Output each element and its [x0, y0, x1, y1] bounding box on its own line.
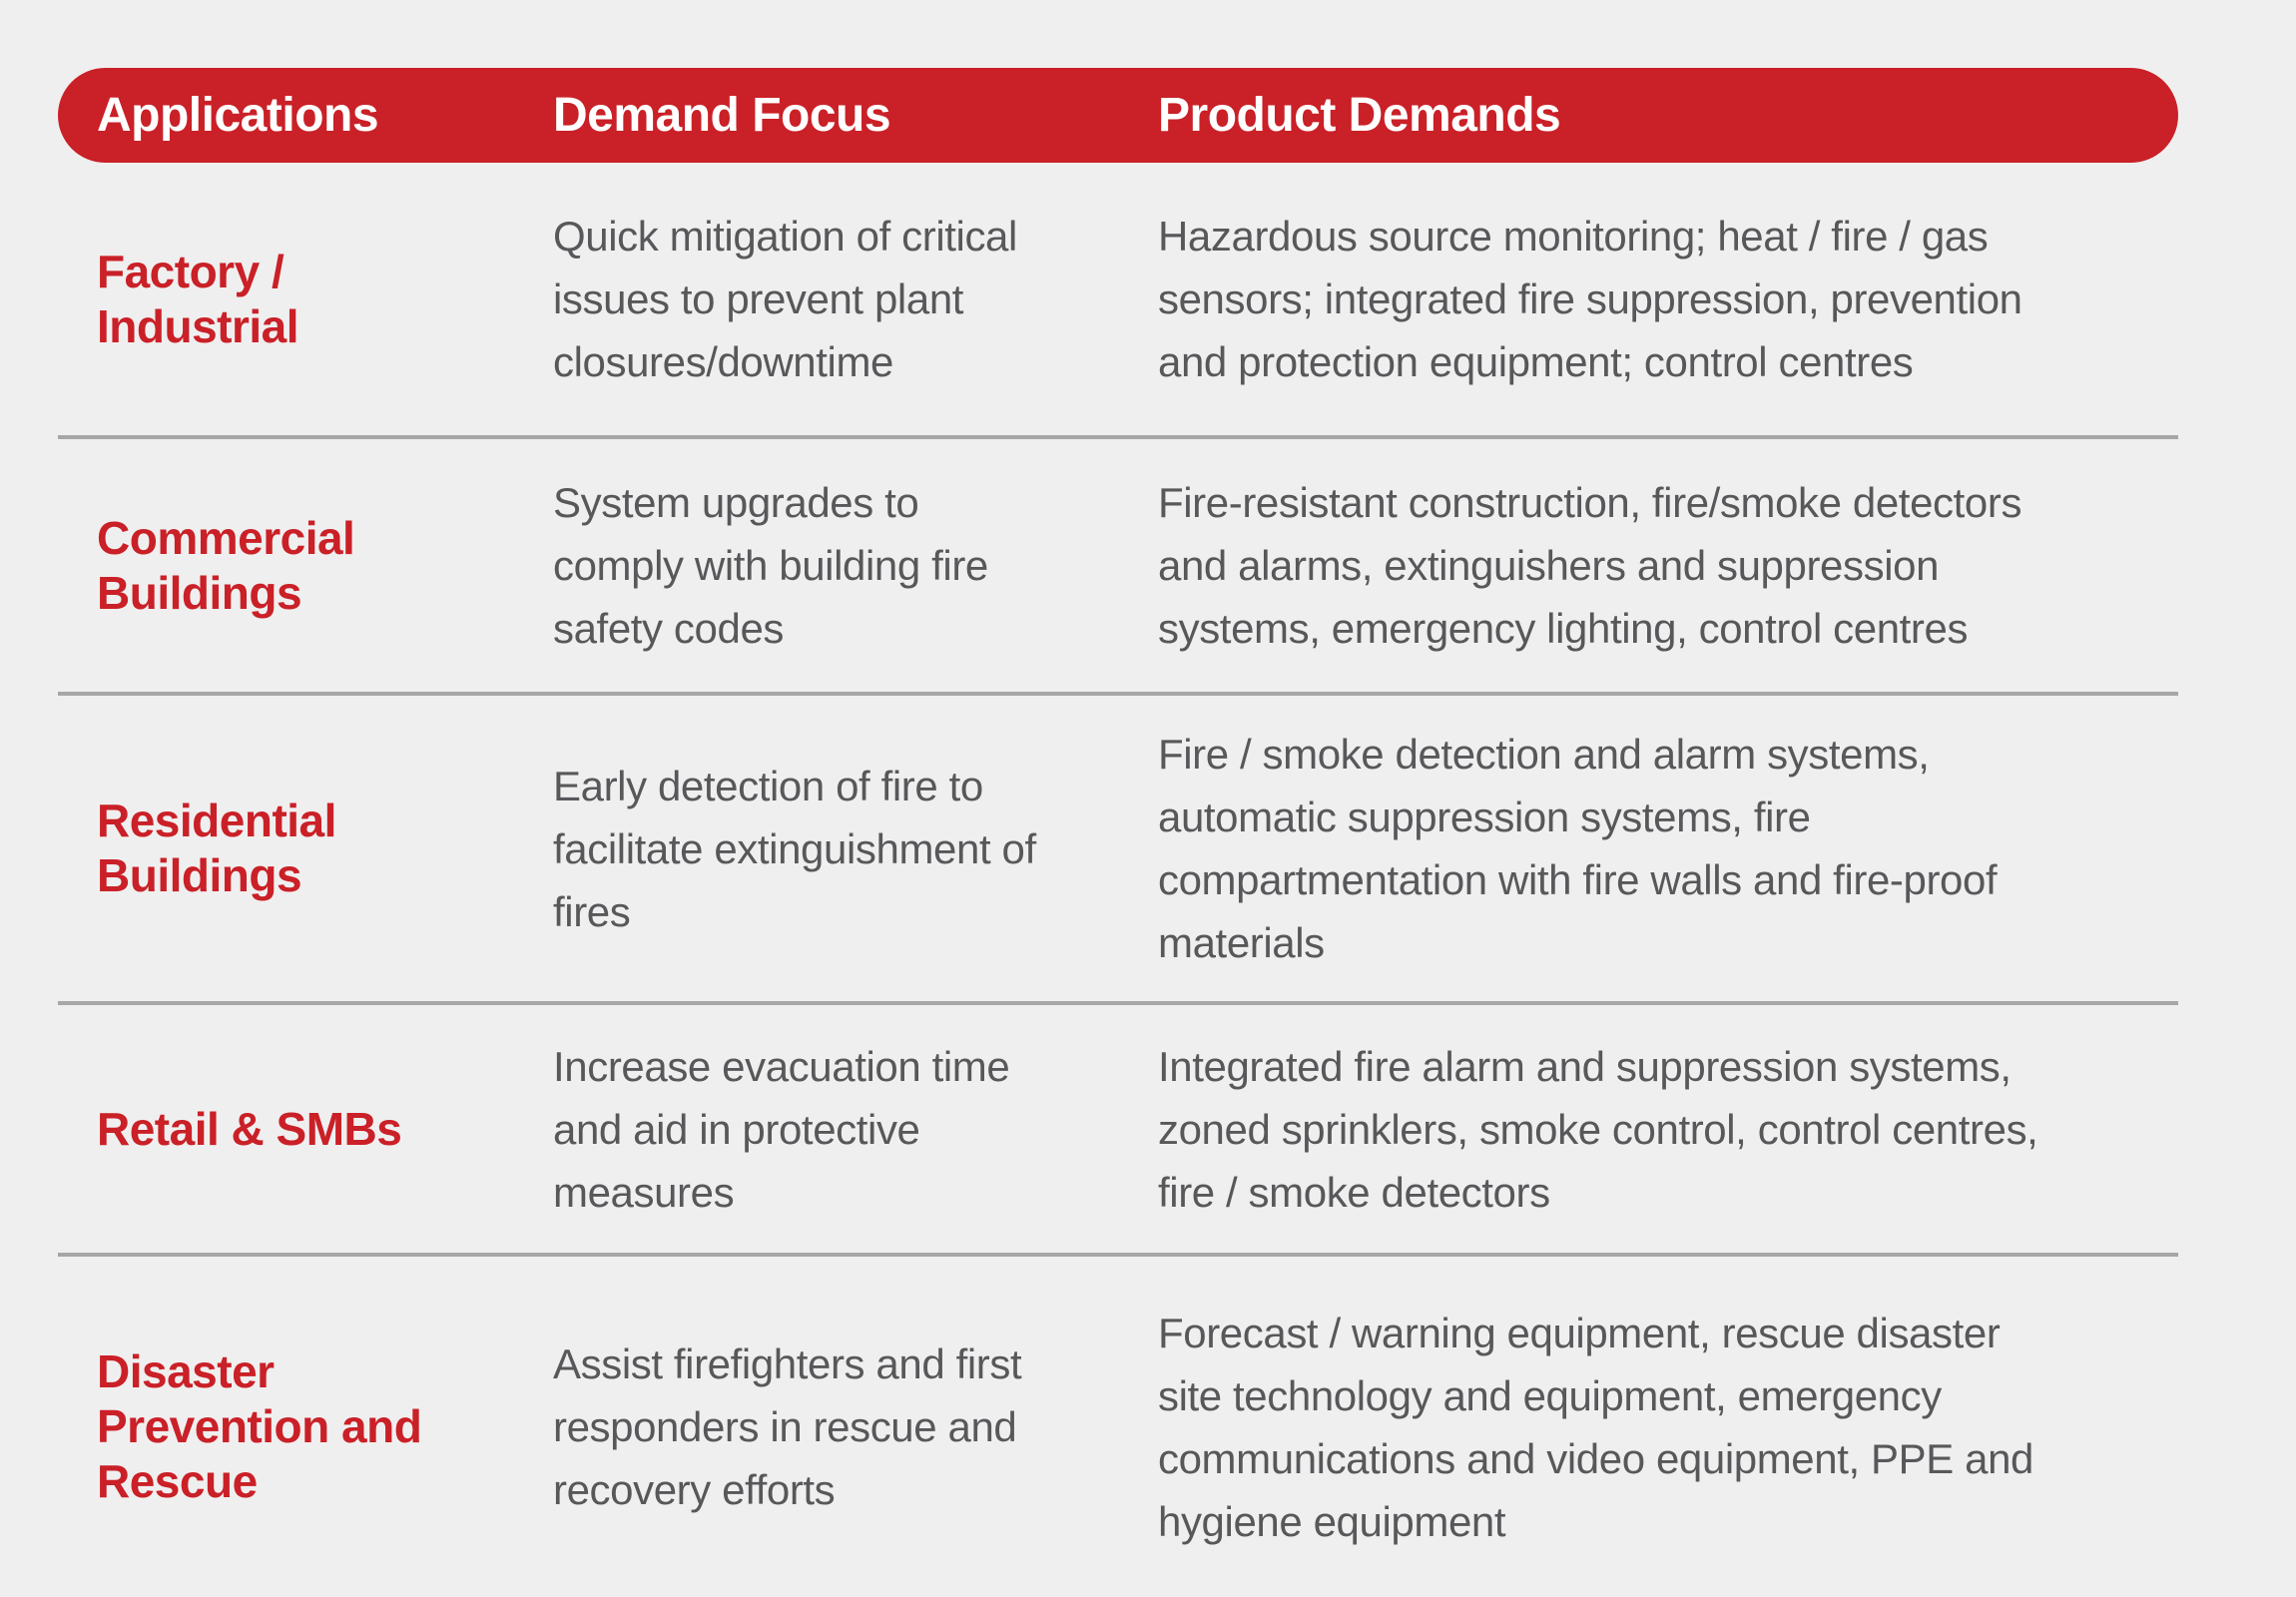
- table-row-disaster-prevention-rescue: Disaster Prevention and Rescue Assist fi…: [58, 1253, 2178, 1597]
- demand-focus-cell: Quick mitigation of critical issues to p…: [553, 213, 1017, 385]
- application-cell: Retail & SMBs: [97, 1102, 402, 1155]
- table-row-commercial-buildings: Commercial Buildings System upgrades to …: [58, 435, 2178, 692]
- application-cell: Factory / Industrial: [97, 245, 299, 352]
- product-demands-cell: Fire / smoke detection and alarm systems…: [1158, 731, 1998, 966]
- demand-focus-cell: Assist firefighters and first responders…: [553, 1340, 1022, 1513]
- application-cell: Residential Buildings: [97, 795, 336, 901]
- table-row-factory-industrial: Factory / Industrial Quick mitigation of…: [58, 163, 2178, 435]
- product-demands-cell: Forecast / warning equipment, rescue dis…: [1158, 1309, 2034, 1545]
- column-header-applications: Applications: [97, 89, 379, 142]
- product-demands-cell: Hazardous source monitoring; heat / fire…: [1158, 213, 2022, 385]
- demand-focus-cell: System upgrades to comply with building …: [553, 479, 988, 652]
- column-header-demand-focus: Demand Focus: [553, 89, 891, 142]
- table-header-row: Applications Demand Focus Product Demand…: [58, 68, 2178, 163]
- product-demands-cell: Integrated fire alarm and suppression sy…: [1158, 1042, 2038, 1216]
- demand-focus-cell: Early detection of fire to facilitate ex…: [553, 762, 1036, 935]
- table-row-retail-smbs: Retail & SMBs Increase evacuation time a…: [58, 1001, 2178, 1253]
- table: Applications Demand Focus Product Demand…: [58, 68, 2178, 1597]
- column-header-product-demands: Product Demands: [1158, 89, 1561, 142]
- product-demands-cell: Fire-resistant construction, fire/smoke …: [1158, 479, 2022, 652]
- table-row-residential-buildings: Residential Buildings Early detection of…: [58, 692, 2178, 1001]
- application-cell: Commercial Buildings: [97, 511, 355, 619]
- application-cell: Disaster Prevention and Rescue: [97, 1345, 422, 1507]
- demand-focus-cell: Increase evacuation time and aid in prot…: [553, 1042, 1010, 1216]
